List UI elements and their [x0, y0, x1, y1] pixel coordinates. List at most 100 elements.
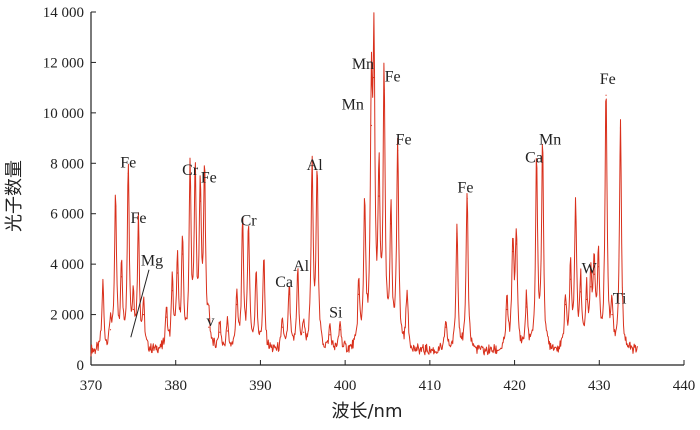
peak-point [515, 243, 517, 245]
peak-point [390, 223, 392, 225]
peak-point [181, 253, 184, 255]
spectrum-series [90, 12, 639, 357]
peak-point [512, 250, 514, 253]
peak-point [316, 175, 318, 177]
peak-point [137, 230, 140, 232]
peak-point [263, 266, 265, 268]
peak-point [203, 180, 206, 182]
mg-leader-line [130, 269, 150, 338]
spectrum-line [90, 12, 639, 357]
peak-point [574, 215, 577, 217]
peak-point [580, 291, 582, 293]
y-tick-label: 14 000 [43, 5, 84, 21]
peak-point [142, 313, 145, 316]
peak-point [611, 313, 613, 316]
axes [90, 11, 685, 366]
y-tick-label: 2 000 [50, 308, 84, 324]
peak-point [297, 276, 299, 278]
y-tick-label: 12 000 [43, 55, 84, 71]
peak-label: v [206, 313, 214, 330]
peak-label: Mn [539, 132, 561, 149]
y-tick-label: 0 [77, 358, 85, 374]
peak-point [171, 290, 173, 292]
peak-point [109, 329, 112, 331]
peak-point [383, 89, 385, 91]
peak-point [255, 278, 257, 280]
peak-point [176, 272, 179, 274]
peak-label: Ca [275, 274, 293, 291]
peak-label: Cr [241, 212, 258, 229]
peak-label: Fe [120, 154, 136, 171]
peak-point [281, 326, 284, 328]
peak-point [445, 326, 447, 328]
y-tick-label: 4 000 [50, 257, 84, 273]
peak-label: Mn [342, 96, 364, 113]
x-tick-label: 440 [673, 378, 696, 394]
peak-label: Fe [201, 170, 217, 187]
peak-label: Fe [457, 180, 473, 197]
y-axis-title: 光子数量 [4, 160, 25, 232]
peak-label: Fe [600, 71, 616, 88]
y-tick-label: 6 000 [50, 207, 84, 223]
peak-point [406, 298, 408, 301]
y-tick-label: 10 000 [43, 106, 84, 122]
peak-point [370, 124, 373, 127]
peak-point [165, 316, 167, 318]
peak-point [247, 233, 250, 235]
peak-point [120, 276, 123, 278]
peak-point [364, 218, 366, 220]
x-tick-label: 410 [419, 378, 442, 394]
peak-point [219, 331, 221, 333]
peak-point [114, 205, 117, 207]
peak-label: W [582, 260, 598, 277]
peak-point [466, 197, 468, 200]
peak-point [194, 185, 196, 187]
peak-point [242, 233, 244, 235]
peak-point [597, 266, 600, 268]
x-tick-label: 390 [249, 378, 272, 394]
peak-point [199, 200, 201, 202]
peak-point [378, 195, 380, 197]
peak-label: Cr [182, 162, 199, 179]
peak-point [535, 167, 538, 169]
peak-point [619, 127, 622, 129]
peak-point [127, 172, 129, 174]
y-tick-label: 8 000 [50, 156, 84, 172]
peak-point [311, 175, 313, 177]
peak-label: Fe [385, 69, 401, 86]
peak-point [303, 331, 305, 333]
peak-point [564, 303, 567, 306]
peak-point [373, 76, 375, 79]
peak-point [605, 94, 607, 96]
peak-point [397, 150, 399, 152]
peak-label: Mn [352, 56, 374, 73]
peak-point [525, 306, 528, 308]
peak-point [102, 290, 104, 292]
peak-point [358, 293, 360, 295]
peak-point [593, 273, 595, 275]
peak-label: Si [329, 304, 343, 321]
peak-point [590, 286, 592, 288]
x-tick-label: 380 [164, 378, 187, 394]
x-axis-title: 波长/nm [331, 401, 402, 422]
peak-label: Al [293, 258, 310, 275]
x-tick-label: 420 [503, 378, 526, 394]
peak-point [288, 293, 290, 295]
x-tick-label: 400 [334, 378, 357, 394]
peak-point [585, 298, 588, 301]
peak-label: Ti [613, 291, 627, 308]
peak-label: Fe [130, 210, 146, 227]
x-tick-label: 430 [588, 378, 611, 394]
peak-label: Mg [141, 253, 163, 270]
x-tick-label: 370 [80, 378, 103, 394]
peak-point [132, 308, 134, 311]
peak-label: Ca [525, 149, 543, 166]
peak-point [329, 334, 331, 336]
peak-point [456, 233, 458, 235]
peak-point [339, 329, 341, 331]
peak-point [541, 155, 544, 157]
peak-point [208, 326, 210, 328]
